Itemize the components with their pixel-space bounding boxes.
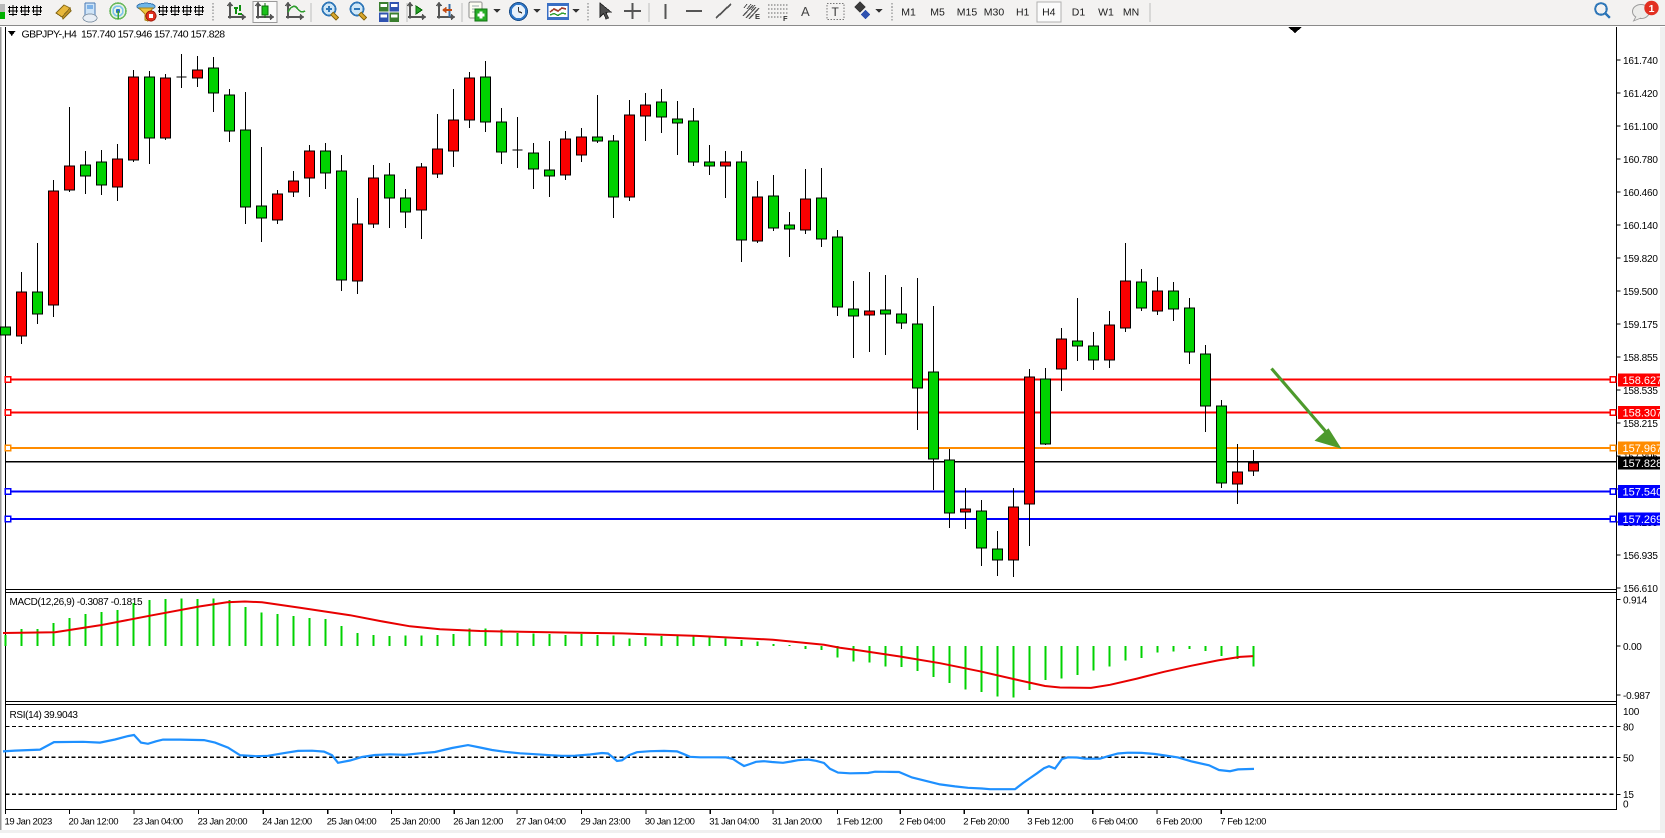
svg-text:-0.987: -0.987: [1623, 691, 1651, 702]
svg-text:159.500: 159.500: [1623, 287, 1658, 298]
svg-text:161.420: 161.420: [1623, 89, 1658, 100]
svg-text:1: 1: [1649, 3, 1655, 15]
svg-text:161.740: 161.740: [1623, 56, 1658, 67]
svg-text:25 Jan 04:00: 25 Jan 04:00: [327, 817, 377, 828]
svg-text:20 Jan 12:00: 20 Jan 12:00: [69, 817, 119, 828]
svg-text:158.855: 158.855: [1623, 353, 1658, 364]
svg-text:0.914: 0.914: [1623, 596, 1648, 607]
svg-text:2 Feb 04:00: 2 Feb 04:00: [899, 817, 945, 828]
svg-text:M5: M5: [930, 7, 945, 19]
svg-text:161.100: 161.100: [1623, 122, 1658, 133]
svg-text:E: E: [755, 12, 760, 21]
svg-text:MN: MN: [1123, 7, 1139, 19]
svg-text:100: 100: [1623, 707, 1640, 718]
svg-text:156.610: 156.610: [1623, 584, 1658, 595]
svg-text:1 Feb 12:00: 1 Feb 12:00: [837, 817, 883, 828]
svg-text:24 Jan 12:00: 24 Jan 12:00: [262, 817, 312, 828]
svg-text:19 Jan 2023: 19 Jan 2023: [5, 817, 53, 828]
svg-text:25 Jan 20:00: 25 Jan 20:00: [390, 817, 440, 828]
svg-text:160.460: 160.460: [1623, 188, 1658, 199]
svg-text:27 Jan 04:00: 27 Jan 04:00: [516, 817, 566, 828]
svg-text:158.627: 158.627: [1623, 375, 1663, 387]
svg-text:D1: D1: [1072, 7, 1086, 19]
svg-text:M15: M15: [957, 7, 978, 19]
svg-text:2 Feb 20:00: 2 Feb 20:00: [963, 817, 1009, 828]
svg-text:0.00: 0.00: [1623, 642, 1642, 653]
svg-text:A: A: [801, 4, 810, 19]
svg-text:M1: M1: [901, 7, 916, 19]
svg-text:F: F: [783, 14, 788, 23]
svg-text:160.780: 160.780: [1623, 155, 1658, 166]
svg-text:158.535: 158.535: [1623, 386, 1658, 397]
svg-text:157.828: 157.828: [1623, 458, 1663, 470]
svg-text:7 Feb 12:00: 7 Feb 12:00: [1220, 817, 1266, 828]
svg-text:23 Jan 20:00: 23 Jan 20:00: [198, 817, 248, 828]
svg-text:15: 15: [1623, 790, 1634, 801]
svg-text:H1: H1: [1016, 7, 1030, 19]
svg-text:157.967: 157.967: [1623, 443, 1663, 455]
svg-text:30 Jan 12:00: 30 Jan 12:00: [645, 817, 695, 828]
svg-text:H4: H4: [1042, 7, 1056, 19]
svg-text:159.175: 159.175: [1623, 320, 1658, 331]
svg-text:29 Jan 23:00: 29 Jan 23:00: [581, 817, 631, 828]
svg-text:156.935: 156.935: [1623, 551, 1658, 562]
svg-text:158.307: 158.307: [1623, 408, 1663, 420]
svg-text:158.215: 158.215: [1623, 419, 1658, 430]
svg-text:23 Jan 04:00: 23 Jan 04:00: [133, 817, 183, 828]
svg-text:50: 50: [1623, 753, 1634, 764]
svg-text:3 Feb 12:00: 3 Feb 12:00: [1027, 817, 1073, 828]
svg-text:157.540: 157.540: [1623, 487, 1663, 499]
svg-text:157.269: 157.269: [1623, 514, 1663, 526]
svg-text:RSI(14) 39.9043: RSI(14) 39.9043: [10, 710, 79, 721]
svg-text:6 Feb 20:00: 6 Feb 20:00: [1156, 817, 1202, 828]
svg-text:MACD(12,26,9) -0.3087 -0.1815: MACD(12,26,9) -0.3087 -0.1815: [10, 597, 143, 608]
svg-text:6 Feb 04:00: 6 Feb 04:00: [1092, 817, 1138, 828]
svg-text:26 Jan 12:00: 26 Jan 12:00: [453, 817, 503, 828]
svg-text:0: 0: [1623, 800, 1629, 811]
svg-text:160.140: 160.140: [1623, 221, 1658, 232]
svg-text:T: T: [832, 5, 840, 19]
svg-text:M30: M30: [984, 7, 1005, 19]
svg-text:GBPJPY-,H4 157.740 157.946 15: GBPJPY-,H4 157.740 157.946 157.740 157.8…: [22, 29, 226, 41]
svg-text:W1: W1: [1098, 7, 1114, 19]
svg-text:159.820: 159.820: [1623, 254, 1658, 265]
svg-text:80: 80: [1623, 723, 1634, 734]
svg-text:31 Jan 04:00: 31 Jan 04:00: [709, 817, 759, 828]
svg-text:31 Jan 20:00: 31 Jan 20:00: [772, 817, 822, 828]
